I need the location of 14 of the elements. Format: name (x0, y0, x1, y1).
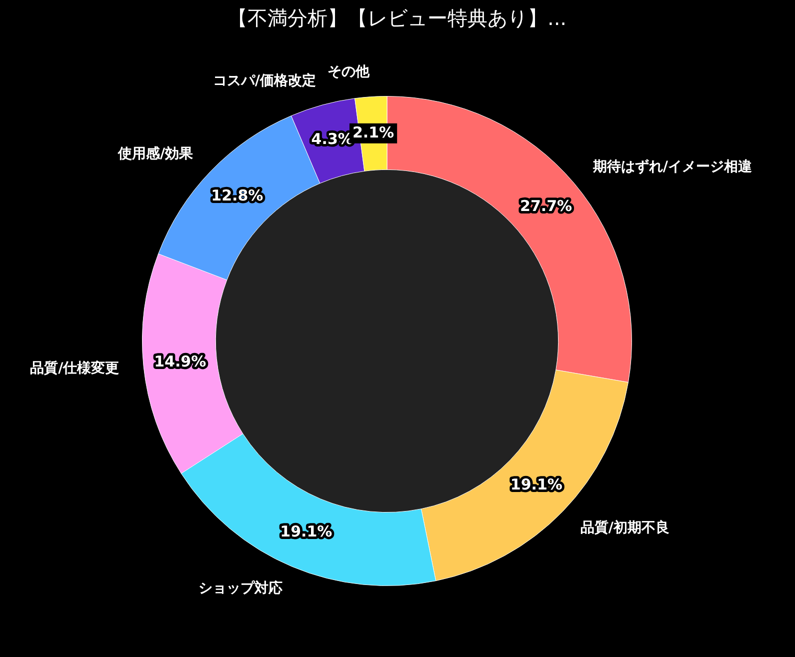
slice-label: その他 (327, 64, 370, 80)
data-label: 27.7% (520, 196, 572, 215)
data-label: 2.1% (352, 123, 394, 142)
slice-label: 期待はずれ/イメージ相違 (592, 159, 753, 176)
data-label: 12.8% (211, 186, 264, 205)
slice-label: 品質/仕様変更 (30, 360, 120, 376)
slice-label: ショップ対応 (198, 580, 282, 597)
chart-title: 【不満分析】【レビュー特典あり】... (227, 6, 567, 30)
data-label: 14.9% (154, 352, 206, 370)
slice-label: コスパ/価格改定 (212, 72, 316, 89)
data-label: 19.1% (280, 522, 332, 541)
slice-label: 使用感/効果 (116, 146, 194, 162)
data-label: 19.1% (510, 476, 562, 494)
slice-label: 品質/初期不良 (580, 519, 670, 536)
